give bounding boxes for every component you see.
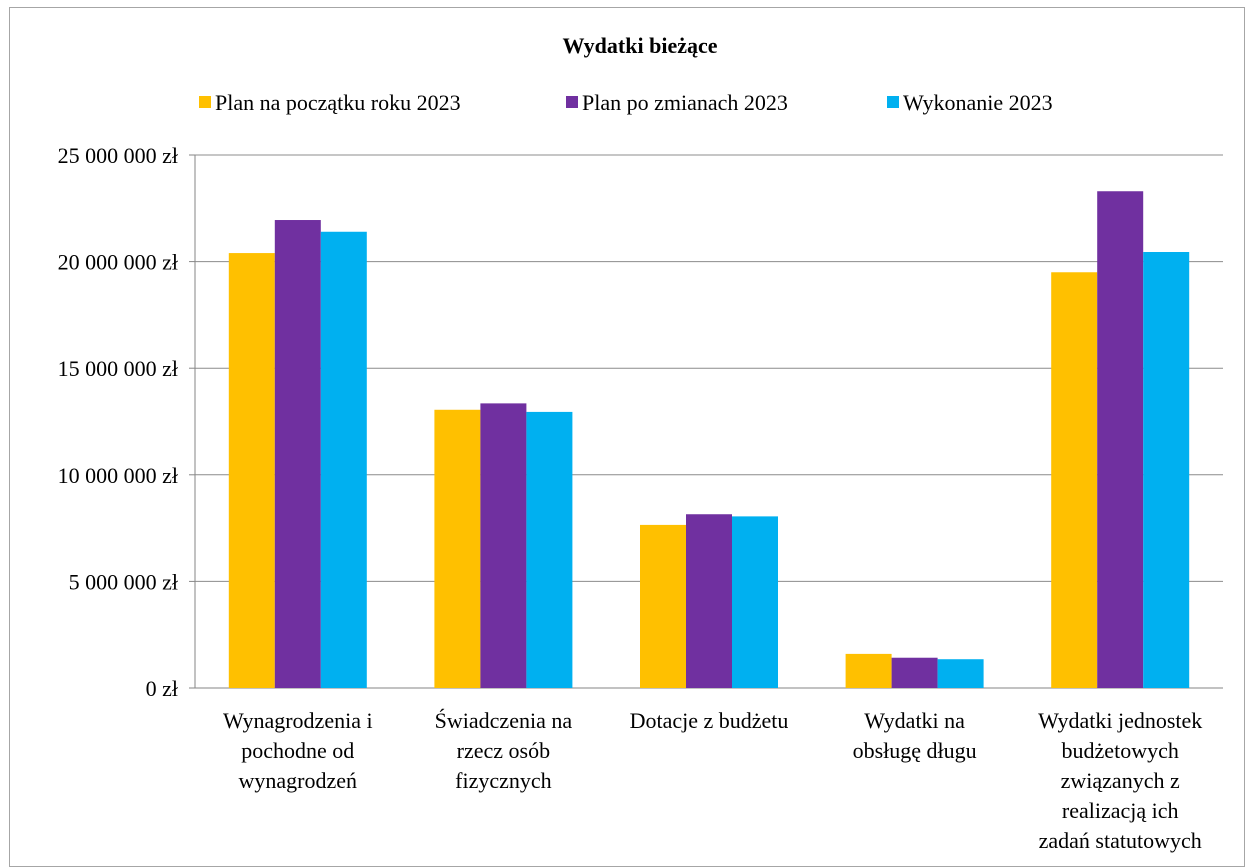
category-label: pochodne od — [241, 738, 354, 763]
legend-swatch-1 — [199, 96, 211, 108]
y-tick-label: 0 zł — [146, 676, 178, 701]
legend-swatch-3 — [887, 96, 899, 108]
y-tick-label: 25 000 000 zł — [58, 143, 178, 168]
bar-2-cat-2 — [480, 403, 527, 688]
category-label: rzecz osób — [457, 738, 550, 763]
legend-label-1: Plan na początku roku 2023 — [215, 90, 461, 115]
legend-label-2: Plan po zmianach 2023 — [582, 90, 788, 115]
bar-3-cat-4 — [937, 659, 984, 688]
bar-3-cat-5 — [1143, 252, 1190, 689]
category-label: Wydatki na — [864, 708, 965, 733]
category-label: Wynagrodzenia i — [223, 708, 373, 733]
y-tick-label: 5 000 000 zł — [69, 569, 178, 594]
category-label: Świadczenia na — [435, 708, 573, 733]
category-label: zadań statutowych — [1039, 828, 1202, 853]
legend-label-3: Wykonanie 2023 — [903, 90, 1053, 115]
bar-2-cat-1 — [274, 220, 321, 688]
y-tick-label: 10 000 000 zł — [58, 463, 178, 488]
category-label: budżetowych — [1062, 738, 1179, 763]
bar-3-cat-3 — [732, 516, 778, 688]
bar-1-cat-4 — [845, 653, 892, 688]
bar-2-cat-4 — [891, 657, 938, 688]
bar-1-cat-2 — [434, 409, 481, 688]
bar-1-cat-3 — [640, 524, 686, 688]
category-label: fizycznych — [455, 768, 552, 793]
bar-3-cat-2 — [526, 411, 573, 688]
category-label: związanych z — [1061, 768, 1180, 793]
category-label: wynagrodzeń — [239, 768, 358, 793]
bar-2-cat-3 — [686, 514, 732, 688]
y-tick-label: 20 000 000 zł — [58, 250, 178, 275]
bar-1-cat-1 — [228, 253, 275, 688]
y-tick-label: 15 000 000 zł — [58, 356, 178, 381]
legend-swatch-2 — [566, 96, 578, 108]
chart-frame — [9, 7, 1245, 867]
category-label: obsługę długu — [853, 738, 977, 763]
chart-title: Wydatki bieżące — [563, 33, 718, 58]
category-label: Dotacje z budżetu — [630, 708, 789, 733]
bar-1-cat-5 — [1051, 272, 1098, 688]
bar-3-cat-1 — [320, 231, 367, 688]
category-label: realizacją ich — [1062, 798, 1179, 823]
bar-2-cat-5 — [1097, 191, 1144, 688]
category-label: Wydatki jednostek — [1038, 708, 1202, 733]
